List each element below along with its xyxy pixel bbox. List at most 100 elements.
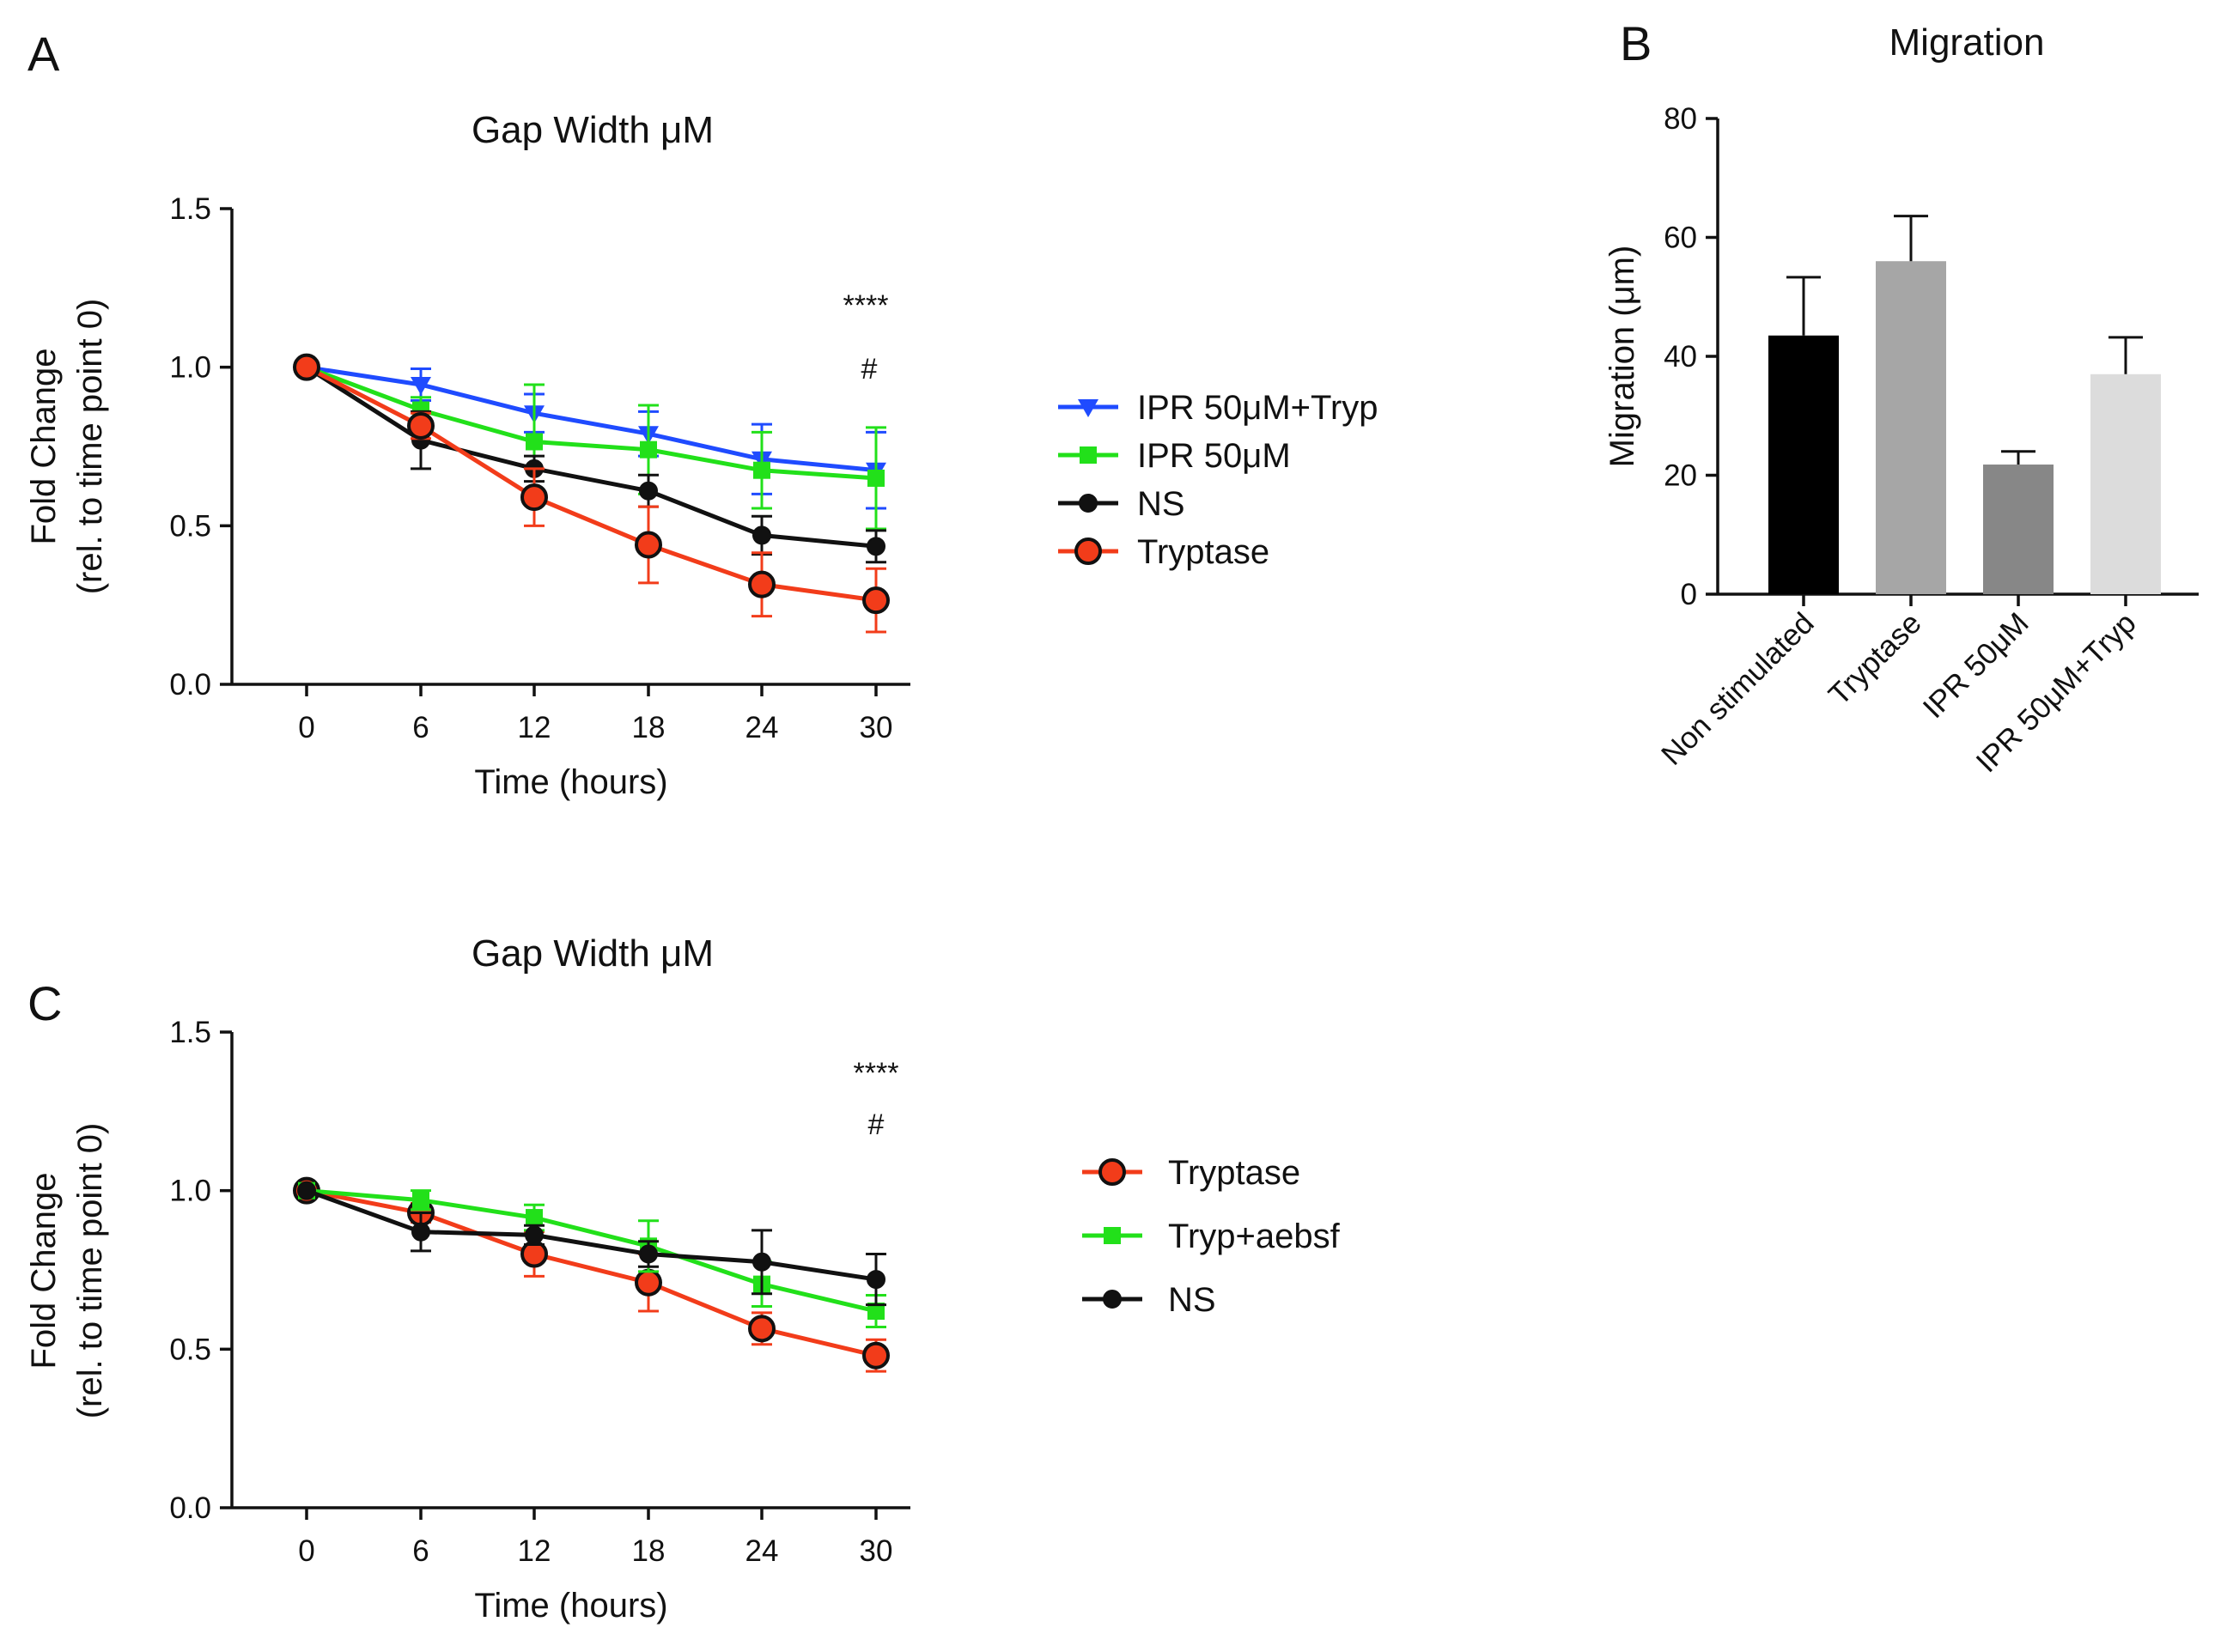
legend-label-ipr-50-m: IPR 50μM [1137,437,1291,475]
y-tick-label-A: 1.0 [169,351,211,385]
data-point [525,1225,544,1245]
data-point [862,586,890,615]
y-axis-label-A: Fold Change [25,348,63,544]
data-point [293,353,320,381]
data-point [748,570,776,598]
chart-title-B: Migration [1889,21,2045,64]
x-tick-label-non-stimulated: Non stimulated [1655,606,1821,772]
data-point [526,433,543,451]
x-tick-label-A: 24 [745,711,779,744]
y-tick-label-B: 60 [1664,222,1697,255]
panel-letter-A: A [27,27,60,81]
data-point [867,1303,885,1321]
bar-ipr-50-m-tryp [2090,374,2161,594]
x-tick-label-A: 6 [412,711,429,744]
y-tick-label-A: 1.5 [169,192,211,226]
data-point [748,1315,776,1343]
series-line [306,365,877,481]
y-tick-label-B: 80 [1664,102,1697,136]
y-tick-label-B: 20 [1664,459,1697,493]
x-tick-label-C: 6 [412,1534,429,1568]
legend-marker [1080,446,1097,464]
bar-chart-B: B Migration 0 20 40 60 80 Migration (μm) Non sti… [1603,16,2199,779]
x-tick-label-A: 0 [298,711,314,744]
x-tick-label-A: 18 [632,711,666,744]
series-line [306,1188,877,1314]
x-tick-label-tryptase: Tryptase [1822,606,1928,712]
legend-C: Tryptase Tryp+aebsf NS [1082,1154,1341,1319]
data-point [639,1244,658,1264]
y-tick-label-C: 1.5 [169,1016,211,1049]
data-point [526,1209,543,1227]
data-point [867,537,885,556]
data-point [520,483,548,512]
series-ns-A [297,357,886,564]
significance-annotation-A: **** [843,289,889,322]
bar-non-stimulated [1768,335,1839,594]
data-point [867,469,885,487]
series-line [306,1188,877,1358]
series-line [306,365,877,473]
x-tick-label-C: 24 [745,1534,779,1568]
y-axis-sublabel-C: (rel. to time point 0) [71,1123,109,1419]
legend-label-tryptase: Tryptase [1168,1154,1300,1192]
y-tick-label-C: 1.0 [169,1175,211,1208]
legend-marker [1078,399,1098,417]
legend-label-ipr-50-m-tryp: IPR 50μM+Tryp [1137,389,1378,427]
y-tick-label-C: 0.5 [169,1333,211,1366]
data-point [297,1181,316,1200]
y-tick-label-B: 40 [1664,340,1697,374]
data-point [752,1252,771,1272]
x-axis-label-C: Time (hours) [474,1587,667,1625]
x-axis-label-A: Time (hours) [474,763,667,801]
series-line [305,365,877,549]
data-point [411,376,431,395]
y-tick-label-A: 0.0 [169,668,211,701]
legend-label-ns: NS [1137,485,1185,523]
data-point [635,531,662,559]
series-ipr-50-m-tryp-A [296,359,886,510]
x-tick-label-C: 18 [632,1534,666,1568]
series-line [305,365,877,603]
series-ns-C [297,1181,886,1307]
panel-letter-B: B [1620,16,1652,70]
legend-label-tryptase: Tryptase [1137,533,1269,571]
x-tick-label-C: 12 [518,1534,551,1568]
legend-marker [1103,1290,1122,1309]
line-chart-C: C Gap Width μM 0.0 0.5 1.0 1.5 0 6 12 18 24 30 Time … [25,932,1341,1625]
legend-label-tryp-aebsf: Tryp+aebsf [1168,1218,1341,1255]
x-tick-label-A: 12 [518,711,551,744]
legend-marker [1104,1227,1121,1244]
chart-title-C: Gap Width μM [472,932,714,975]
data-point [411,1222,430,1242]
data-point [752,525,771,545]
series-tryp-aebsf-C [298,1181,886,1328]
y-axis-label-C: Fold Change [25,1172,63,1369]
series-ipr-50-m-A [298,358,886,531]
legend-marker [1079,494,1098,513]
significance-annotation-A: # [861,353,878,386]
significance-annotation-C: **** [854,1057,899,1090]
y-tick-label-C: 0.0 [169,1491,211,1525]
data-point [639,481,658,501]
legend-A: IPR 50μM+Tryp IPR 50μM NS Tryptase [1058,389,1378,571]
data-point [412,1191,429,1209]
y-tick-label-A: 0.5 [169,509,211,543]
series-tryptase-C [293,1176,890,1373]
line-chart-A: A Gap Width μM 0.0 0.5 1.0 1.5 0 6 12 18 24 30 Time … [25,27,1378,801]
y-axis-label-B: Migration (μm) [1603,246,1641,468]
panel-letter-C: C [27,976,62,1030]
x-tick-label-A: 30 [860,711,893,744]
significance-annotation-C: # [868,1108,885,1141]
y-axis-sublabel-A: (rel. to time point 0) [71,299,109,595]
legend-marker [1074,538,1102,565]
data-point [753,461,770,479]
data-point [862,1341,890,1370]
legend-marker [1098,1158,1126,1186]
x-tick-label-C: 0 [298,1534,314,1568]
chart-title-A: Gap Width μM [472,109,714,151]
data-point [640,440,657,459]
y-tick-label-B: 0 [1681,578,1697,611]
data-point [407,411,435,440]
